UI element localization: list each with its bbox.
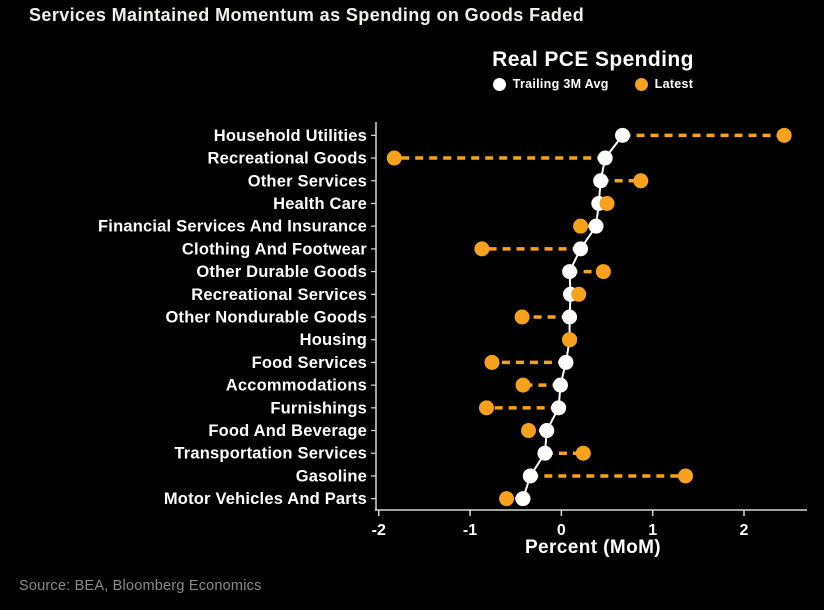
trailing-avg-dot — [588, 218, 604, 234]
latest-dot-icon — [634, 77, 648, 91]
legend-label-latest: Latest — [654, 77, 694, 91]
x-tick-label: -1 — [463, 522, 477, 539]
latest-dot — [571, 286, 587, 302]
latest-dot — [484, 354, 500, 370]
latest-dot — [386, 150, 402, 166]
category-label: Transportation Services — [174, 445, 367, 463]
category-label: Other Services — [248, 172, 367, 190]
trailing-avg-dot — [597, 150, 613, 166]
latest-dot — [520, 423, 536, 439]
category-label: Clothing And Footwear — [182, 240, 367, 258]
source-note: Source: BEA, Bloomberg Economics — [19, 578, 262, 594]
category-label: Food Services — [252, 354, 367, 372]
latest-dot — [514, 309, 530, 325]
x-axis-label: Percent (MoM) — [524, 537, 662, 558]
latest-dot — [575, 445, 591, 461]
category-label: Furnishings — [270, 399, 367, 417]
category-label: Health Care — [273, 195, 367, 213]
category-label: Food And Beverage — [208, 422, 367, 440]
trailing-avg-dot — [615, 127, 631, 143]
trailing-avg-dot — [551, 400, 567, 416]
trailing-avg-dot-icon — [492, 77, 506, 91]
category-label: Housing — [300, 331, 367, 349]
latest-dot — [633, 173, 649, 189]
legend-label-trailing-3m-avg: Trailing 3M Avg — [512, 77, 609, 91]
category-label: Financial Services And Insurance — [98, 218, 367, 236]
trailing-avg-dot — [539, 423, 555, 439]
latest-dot — [595, 264, 611, 280]
latest-dot — [573, 218, 589, 234]
trailing-avg-dot — [562, 264, 578, 280]
latest-dot — [562, 332, 578, 348]
category-label: Gasoline — [296, 467, 367, 485]
trailing-avg-dot — [515, 491, 531, 507]
trailing-avg-dot — [558, 354, 574, 370]
category-label: Other Durable Goods — [196, 263, 367, 281]
latest-dot — [678, 468, 694, 484]
category-label: Accommodations — [226, 377, 367, 395]
trailing-avg-dot — [537, 445, 553, 461]
chart-header: Real PCE Spending Trailing 3M Avg Latest — [376, 48, 810, 91]
trailing-avg-dot — [522, 468, 538, 484]
trailing-avg-dot — [573, 241, 589, 257]
chart-title: Real PCE Spending — [492, 48, 694, 71]
x-tick-label: 2 — [740, 522, 749, 539]
x-tick-label: 0 — [557, 522, 566, 539]
legend: Trailing 3M Avg Latest — [376, 77, 810, 91]
category-label: Household Utilities — [214, 127, 367, 145]
latest-dot — [776, 127, 792, 143]
x-tick-label: -2 — [372, 522, 386, 539]
page-title: Services Maintained Momentum as Spending… — [29, 5, 585, 25]
latest-dot — [599, 195, 615, 211]
trailing-avg-dot — [552, 377, 568, 393]
legend-item-latest: Latest — [634, 77, 694, 91]
trailing-avg-dot — [562, 309, 578, 325]
category-label: Recreational Services — [191, 286, 367, 304]
latest-dot — [515, 377, 531, 393]
category-label: Recreational Goods — [208, 150, 367, 168]
category-label: Motor Vehicles And Parts — [164, 490, 367, 508]
trailing-avg-dot — [593, 173, 609, 189]
x-tick-label: 1 — [648, 522, 657, 539]
category-label: Other Nondurable Goods — [166, 309, 368, 327]
latest-dot — [474, 241, 490, 257]
latest-dot — [499, 491, 515, 507]
latest-dot — [478, 400, 494, 416]
legend-item-trailing-3m-avg: Trailing 3M Avg — [492, 77, 609, 91]
